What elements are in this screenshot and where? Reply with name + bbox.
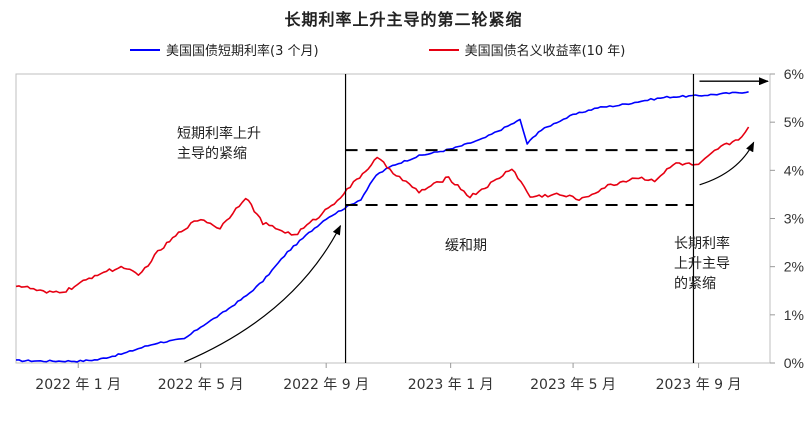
annotation-easing-phase: 缓和期 [445,238,487,254]
annotation-second-phase-line-1: 长期利率 [674,236,730,252]
y-tick-label: 2% [784,259,804,275]
annotation-second-phase-line-3: 的紧缩 [674,276,716,292]
y-tick-label: 0% [784,355,804,371]
legend-swatch-short-rate [130,48,160,51]
x-tick-label: 2022 年 1 月 [35,377,121,393]
series-line-short-rate [16,91,749,363]
annotation-second-phase: 长期利率 上升主导 的紧缩 [674,234,730,294]
series-line-10y-yield [15,126,750,294]
annotation-first-phase-line-1: 短期利率上升 [177,126,261,142]
x-tick-label: 2023 年 9 月 [656,377,742,393]
annotation-second-phase-line-2: 上升主导 [674,256,730,272]
plot-frame [15,73,771,364]
y-tick-label: 3% [784,211,804,227]
y-tick-label: 5% [784,114,804,130]
legend-item-10y-yield: 美国国债名义收益率(10 年) [428,40,626,59]
annotation-first-phase-line-2: 主导的紧缩 [177,146,247,162]
x-tick-label: 2022 年 9 月 [283,377,369,393]
x-tick-label: 2022 年 5 月 [158,377,244,393]
legend-swatch-10y-yield [428,48,459,51]
y-tick-label: 6% [784,66,804,82]
annotation-first-phase: 短期利率上升 主导的紧缩 [177,124,261,164]
y-tick-label: 1% [784,307,804,323]
y-tick-label: 4% [784,162,804,178]
legend-item-short-rate: 美国国债短期利率(3 个月) [130,40,319,59]
legend-label-short-rate: 美国国债短期利率(3 个月) [166,44,319,59]
x-tick-label: 2023 年 1 月 [408,377,494,393]
trend-arrow-short-rate [184,224,341,363]
x-tick-label: 2023 年 5 月 [530,377,616,393]
trend-arrow-long-rate [699,141,755,186]
legend-label-10y-yield: 美国国债名义收益率(10 年) [464,44,626,59]
legend: 美国国债短期利率(3 个月) 美国国债名义收益率(10 年) [130,40,625,59]
chart-title: 长期利率上升主导的第二轮紧缩 [284,10,523,29]
